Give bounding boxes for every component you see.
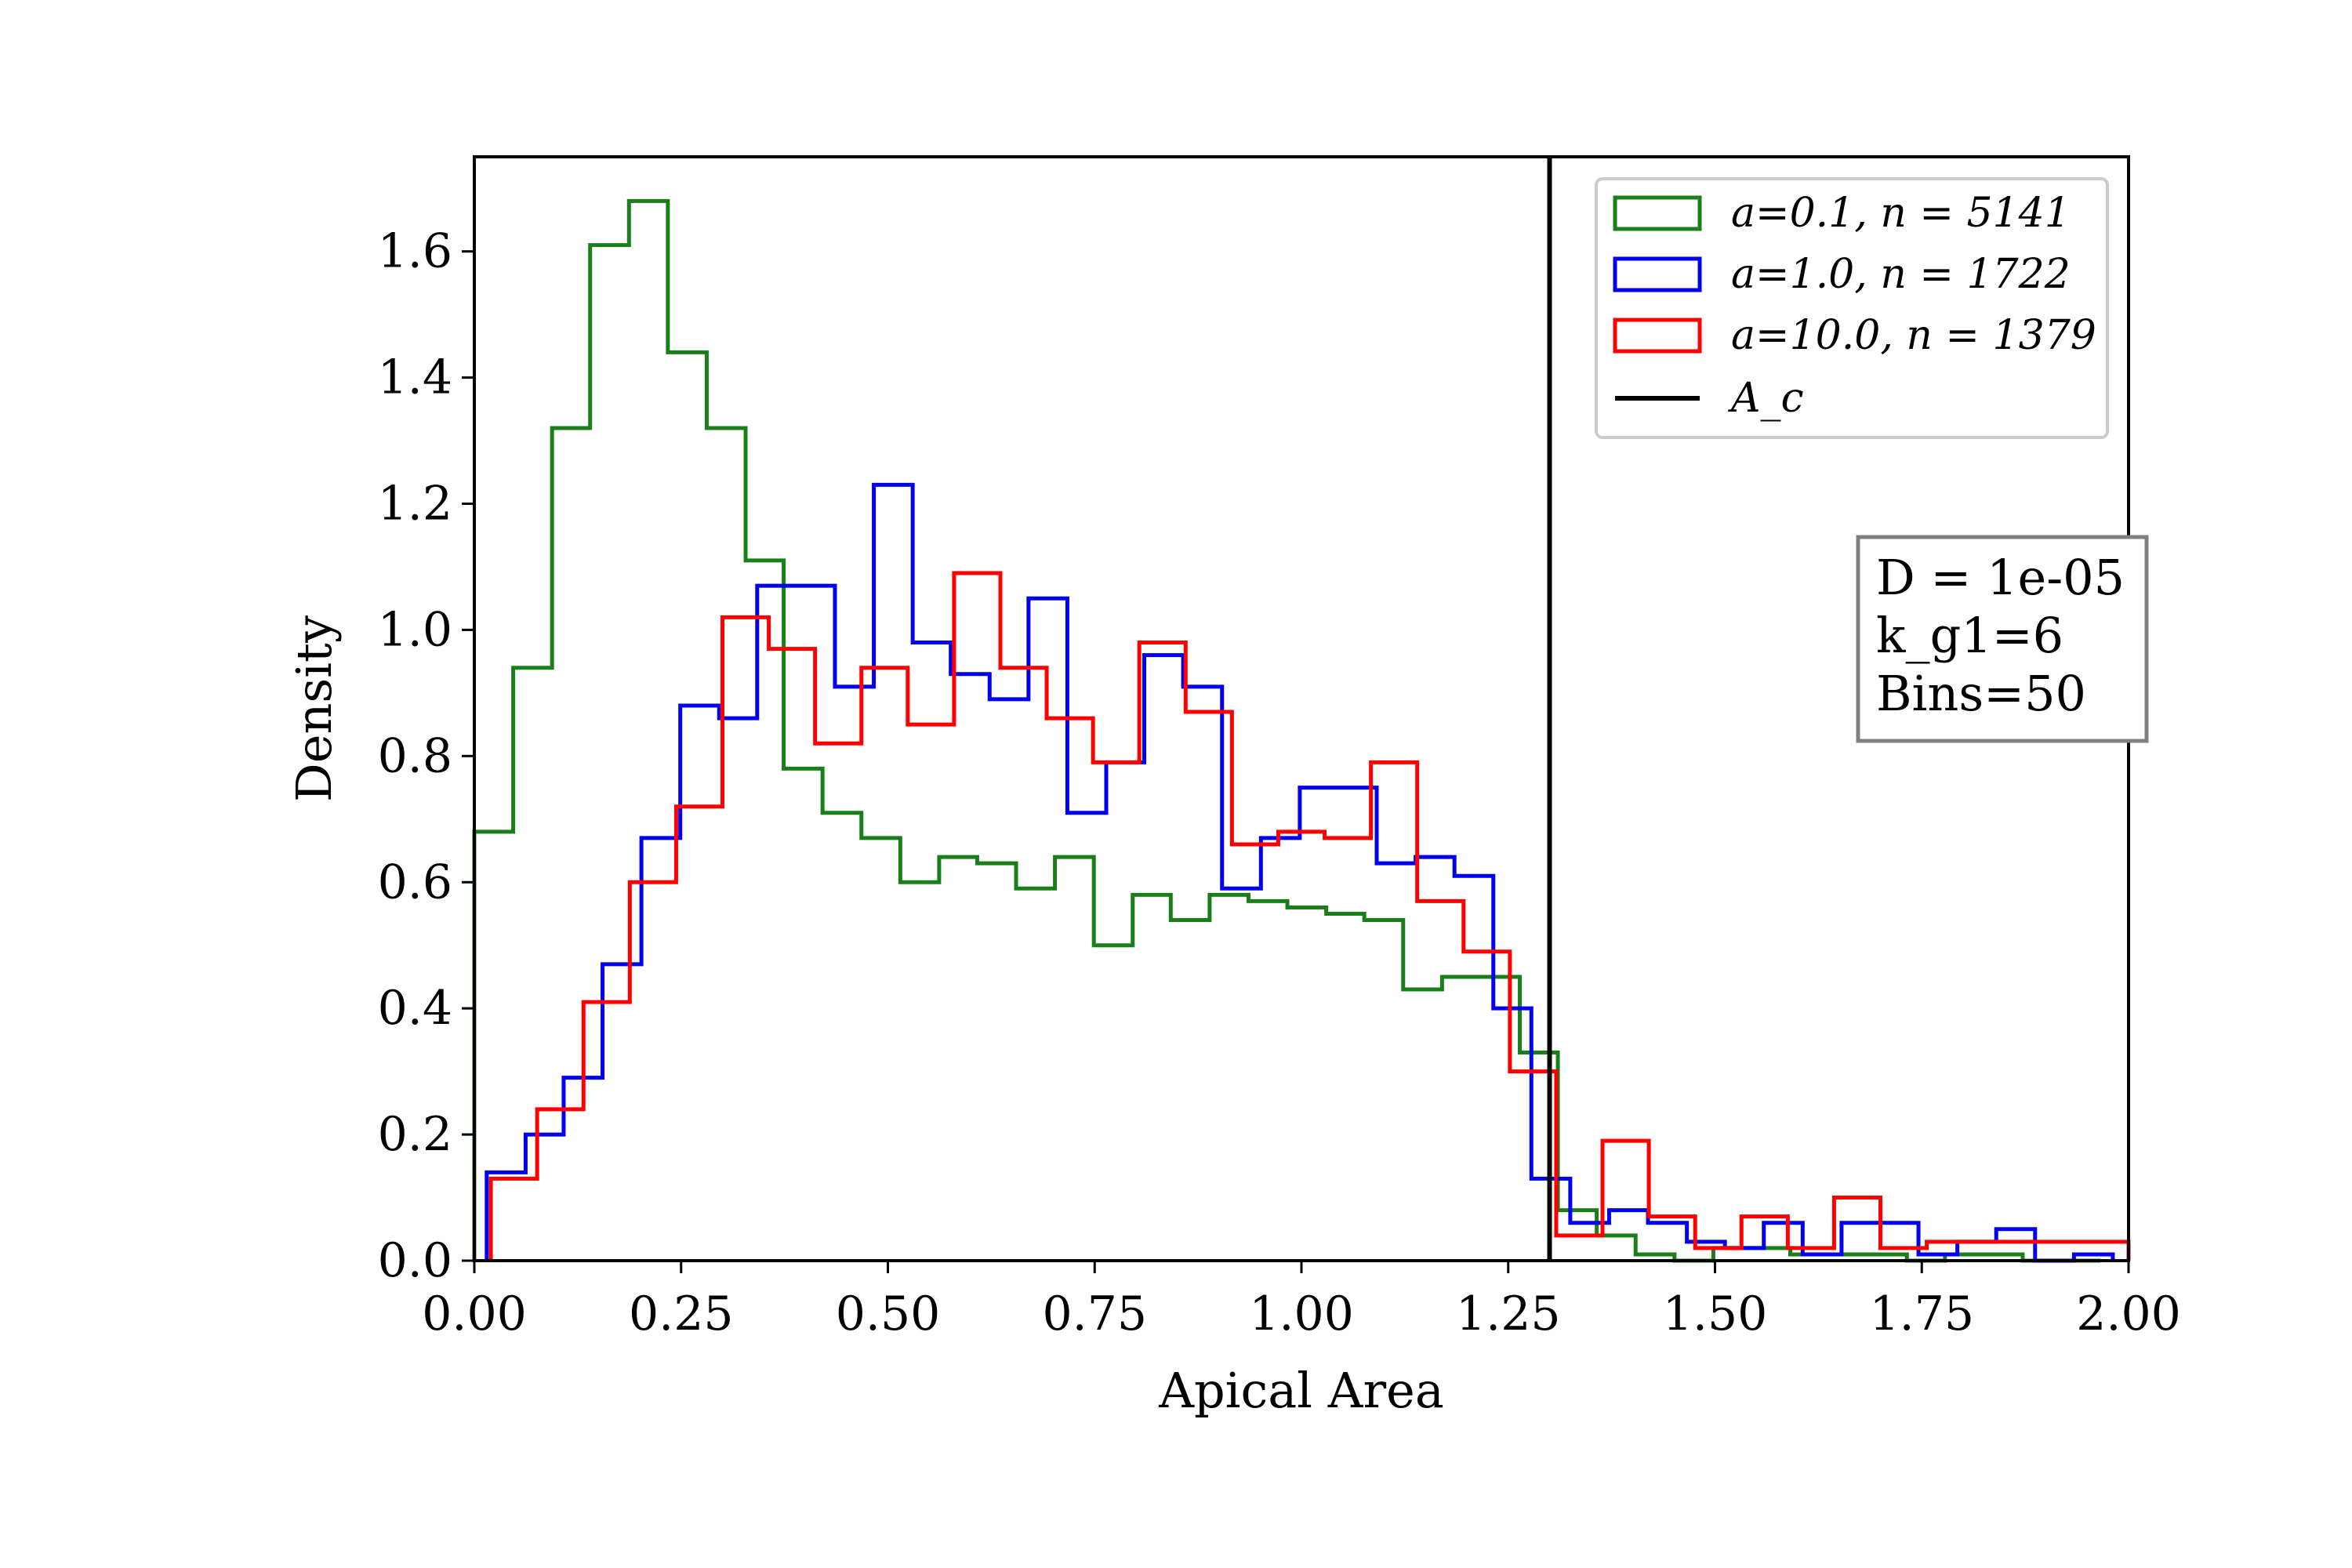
y-tick-label: 1.2 — [378, 477, 452, 532]
x-axis: 0.00 0.25 0.50 0.75 1.00 1.25 1.50 1.75 2.00 — [422, 1261, 2181, 1341]
x-tick-label: 1.50 — [1663, 1287, 1768, 1341]
parameter-line: D = 1e-05 — [1876, 549, 2125, 606]
x-axis-title: Apical Area — [1158, 1362, 1444, 1419]
legend-label: a=1.0, n = 1722 — [1731, 251, 2071, 298]
y-tick-label: 0.8 — [378, 728, 452, 783]
y-tick-label: 1.6 — [378, 224, 452, 279]
y-tick-label: 0.6 — [378, 855, 452, 909]
parameter-line: Bins=50 — [1876, 665, 2086, 722]
legend-swatch — [1613, 256, 1702, 292]
series-1 — [485, 482, 2115, 1263]
y-tick-label: 0.2 — [378, 1107, 452, 1162]
x-tick-label: 0.75 — [1042, 1287, 1147, 1341]
series-layer — [472, 198, 2131, 1263]
x-tick-label: 2.00 — [2076, 1287, 2181, 1341]
legend-label: a=0.1, n = 5141 — [1731, 190, 2071, 237]
legend-label: a=10.0, n = 1379 — [1731, 312, 2096, 359]
series-2 — [488, 571, 2131, 1261]
series-step-line — [488, 571, 2131, 1261]
series-step-line — [485, 482, 2115, 1263]
y-tick-label: 0.0 — [378, 1233, 452, 1288]
y-tick-label: 1.0 — [378, 602, 452, 657]
legend: a=0.1, n = 5141 a=1.0, n = 1722 a=10.0, n … — [1595, 177, 2109, 439]
x-tick-label: 1.25 — [1456, 1287, 1561, 1341]
x-tick-label: 1.00 — [1249, 1287, 1354, 1341]
x-tick-label: 0.50 — [836, 1287, 941, 1341]
parameter-line: k_g1=6 — [1876, 607, 2063, 664]
x-tick-label: 0.00 — [422, 1287, 527, 1341]
x-tick-label: 1.75 — [1869, 1287, 1974, 1341]
y-tick-label: 0.4 — [378, 981, 452, 1036]
y-axis: 0.0 0.2 0.4 0.6 0.8 1.0 1.2 1.4 1.6 — [378, 224, 474, 1288]
y-tick-label: 1.4 — [378, 350, 452, 405]
legend-swatch — [1613, 318, 1702, 354]
legend-label: A_c — [1728, 375, 1804, 422]
y-axis-title: Density — [285, 615, 343, 802]
legend-swatch — [1613, 195, 1702, 231]
x-tick-label: 0.25 — [629, 1287, 734, 1341]
